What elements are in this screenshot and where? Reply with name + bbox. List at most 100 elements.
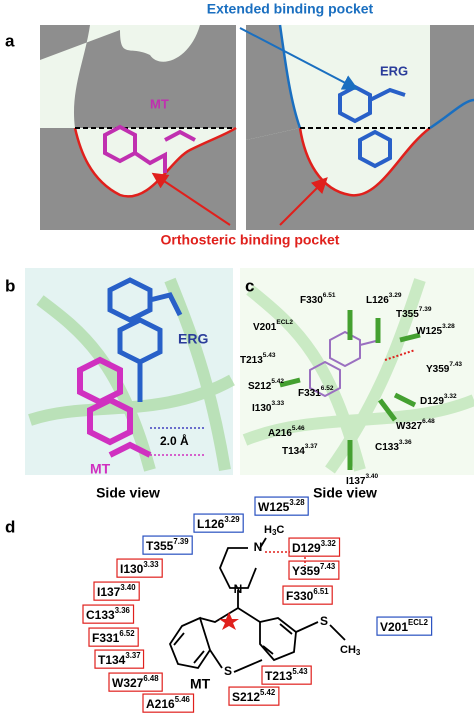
residue-box: V201ECL2	[376, 616, 433, 636]
residue-name: Y359	[426, 364, 450, 375]
residue-label: S2125.42	[248, 378, 284, 392]
residue-superscript: 5.42	[271, 378, 284, 385]
residue-label: D1293.32	[292, 539, 337, 555]
residue-label: Y3597.43	[426, 361, 462, 375]
residue-superscript: 5.43	[292, 667, 308, 676]
box	[282, 585, 333, 605]
residue-name: F331	[298, 388, 321, 399]
residue-superscript: 3.28	[442, 323, 455, 330]
panel-d-residues: W1253.28 L1263.29 T3557.39 I1303.33 I1373.40…	[82, 496, 433, 713]
residue-name: F330	[300, 295, 323, 306]
residue-label: A2165.46	[268, 425, 305, 439]
box	[94, 649, 145, 669]
residue-superscript: 6.48	[143, 674, 159, 683]
methyl-label: H3C	[264, 524, 284, 537]
residue-name: T213	[265, 669, 293, 683]
residue-label: W3276.48	[112, 674, 159, 690]
residue-name: T355	[146, 539, 174, 553]
residue-label: I1373.40	[97, 583, 136, 599]
residue-label: T2135.43	[265, 667, 308, 683]
residue-label: Y3597.43	[292, 562, 336, 578]
residue-name: W125	[258, 500, 290, 514]
residue-superscript: ECL2	[408, 618, 429, 627]
residue-name: V201	[380, 620, 408, 634]
residue-superscript: 5.43	[263, 352, 276, 359]
residue-name: S212	[232, 690, 260, 704]
residue-superscript: 3.37	[125, 651, 140, 660]
residue-name: W327	[112, 676, 144, 690]
residue-name: S212	[248, 381, 272, 392]
residue-superscript: 6.48	[422, 418, 435, 425]
residue-label: S2125.42	[232, 688, 276, 704]
residue-box: I1303.33	[116, 558, 163, 578]
residue-name: W327	[396, 421, 423, 432]
panel-label: a	[5, 31, 15, 50]
atom: C	[276, 524, 284, 536]
residue-superscript: 3.32	[444, 393, 457, 400]
subscript: 3	[272, 528, 277, 537]
residue-superscript: 3.40	[365, 473, 378, 480]
box	[82, 604, 135, 624]
residue-label: A2165.46	[146, 695, 191, 711]
residue-superscript: 7.39	[173, 537, 189, 546]
box	[288, 537, 341, 557]
residue-label: W1253.28	[258, 498, 305, 514]
box	[108, 672, 163, 692]
residue-label: W1253.28	[416, 323, 455, 337]
residue-name: D129	[292, 541, 321, 555]
residue-superscript: 3.32	[321, 539, 337, 548]
ligand-label: ERG	[178, 331, 208, 347]
box	[288, 560, 340, 580]
residue-label: T1343.37	[98, 651, 141, 667]
residue-label: F3316.52	[92, 629, 135, 645]
residue-label: I1303.33	[120, 560, 159, 576]
caption: Side view	[96, 485, 160, 501]
residue-superscript: 6.51	[323, 292, 336, 299]
atom-label: S	[320, 614, 328, 628]
panel-label: b	[5, 276, 15, 295]
residue-superscript: 3.33	[143, 560, 159, 569]
residue-name: W125	[416, 326, 443, 337]
box	[376, 616, 433, 636]
residue-label: V201ECL2	[253, 319, 293, 333]
atom-label: N	[234, 582, 243, 596]
residue-superscript: 3.29	[224, 515, 240, 524]
residue-label: F3306.51	[286, 587, 329, 603]
residue-name: I137	[97, 585, 121, 599]
residue-label: W3276.48	[396, 418, 435, 432]
box	[228, 686, 280, 706]
box	[142, 535, 193, 555]
residue-name: C133	[375, 442, 399, 453]
residue-name: V201	[253, 322, 277, 333]
ligand-label: ERG	[380, 63, 408, 78]
residue-superscript: 5.46	[292, 425, 305, 432]
panel-a-left	[40, 25, 237, 230]
box	[254, 496, 309, 516]
residue-name: Y359	[292, 564, 320, 578]
residue-label: T2135.43	[240, 352, 276, 366]
residue-superscript: 3.33	[271, 400, 284, 407]
residue-box: Y3597.43	[288, 560, 340, 580]
panel-label: d	[5, 517, 15, 536]
residue-superscript: 7.39	[419, 306, 432, 313]
residue-name: I130	[252, 403, 272, 414]
residue-name: D129	[420, 396, 444, 407]
residue-superscript: 6.52	[321, 385, 334, 392]
residue-label: D1293.32	[420, 393, 457, 407]
ligand-label: MT	[150, 96, 169, 111]
residue-box: T2135.43	[261, 665, 312, 685]
residue-name: L126	[197, 517, 225, 531]
residue-name: C133	[86, 608, 115, 622]
residue-label: C1333.36	[86, 606, 131, 622]
residue-label: L1263.29	[366, 292, 402, 306]
distance-label: 2.0 Å	[160, 433, 189, 448]
residue-superscript: 6.51	[313, 587, 329, 596]
residue-label: T3557.39	[396, 306, 432, 320]
residue-label: I1373.40	[346, 473, 379, 487]
residue-superscript: 3.36	[399, 439, 412, 446]
panel-a-right	[151, 24, 474, 230]
residue-name: T134	[282, 446, 305, 457]
residue-name: F331	[92, 631, 120, 645]
residue-superscript: 3.37	[305, 443, 318, 450]
